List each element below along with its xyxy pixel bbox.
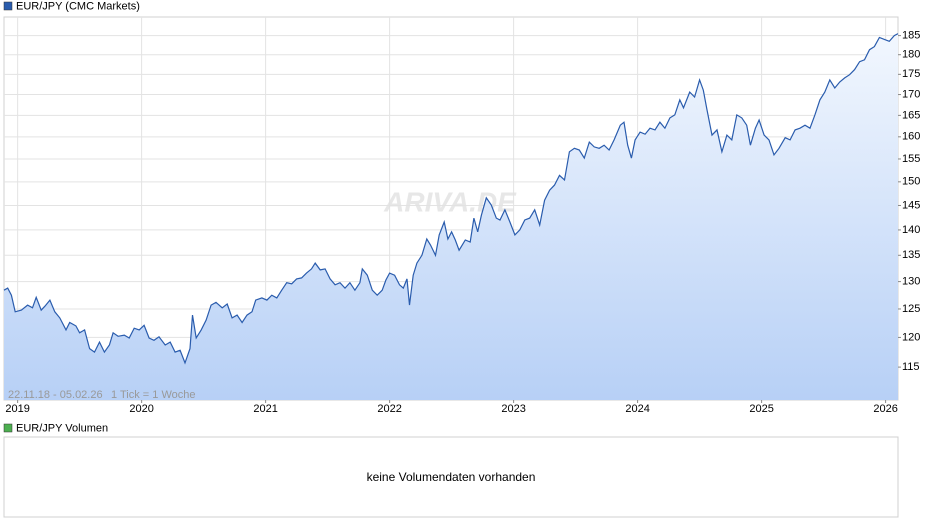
watermark: ARIVA.DE: [383, 186, 517, 217]
y-tick-label: 155: [902, 153, 920, 165]
x-tick-label: 2021: [253, 403, 277, 415]
y-tick-label: 160: [902, 131, 920, 143]
y-tick-label: 120: [902, 331, 920, 343]
x-tick-label: 2025: [749, 403, 773, 415]
legend-swatch: [3, 1, 13, 11]
y-tick-label: 165: [902, 109, 920, 121]
y-tick-label: 140: [902, 224, 920, 236]
x-tick-label: 2023: [501, 403, 525, 415]
y-tick-label: 185: [902, 30, 920, 42]
y-tick-label: 180: [902, 49, 920, 61]
y-tick-label: 170: [902, 88, 920, 100]
volume-legend-label: EUR/JPY Volumen: [16, 422, 108, 434]
y-tick-label: 115: [902, 361, 920, 373]
y-tick-label: 130: [902, 276, 920, 288]
price-line: [3, 33, 899, 365]
x-tick-label: 2026: [873, 403, 897, 415]
y-tick-label: 125: [902, 303, 920, 315]
x-tick-label: 2022: [377, 403, 401, 415]
x-tick-label: 2020: [129, 403, 153, 415]
date-range: 22.11.18 - 05.02.26: [8, 389, 103, 401]
legend-swatch: [3, 423, 13, 433]
x-tick-label: 2024: [625, 403, 649, 415]
x-tick-label: 2019: [5, 403, 29, 415]
y-tick-label: 135: [902, 249, 920, 261]
volume-frame: [3, 436, 899, 518]
tick-info: 1 Tick = 1 Woche: [111, 389, 195, 401]
volume-message: keine Volumendaten vorhanden: [367, 470, 536, 484]
legend-label: EUR/JPY (CMC Markets): [16, 0, 140, 12]
y-tick-label: 150: [902, 176, 920, 188]
area: [4, 33, 898, 400]
y-tick-label: 145: [902, 199, 920, 211]
y-tick-label: 175: [902, 68, 920, 80]
